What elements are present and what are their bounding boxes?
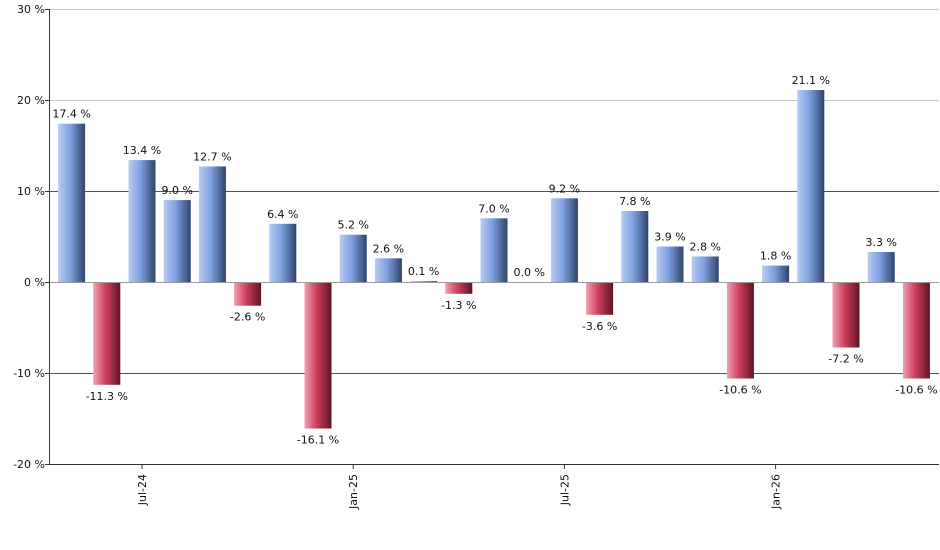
bar bbox=[374, 258, 402, 282]
bars bbox=[58, 90, 930, 429]
data-label: -3.6 % bbox=[582, 320, 617, 333]
data-label: 0.1 % bbox=[408, 265, 439, 278]
data-label: -1.3 % bbox=[441, 299, 476, 312]
bar bbox=[550, 198, 578, 282]
bar bbox=[480, 218, 508, 282]
bar bbox=[234, 282, 262, 306]
x-tick-label: Jul-24 bbox=[136, 474, 149, 506]
bar bbox=[586, 282, 614, 315]
y-tick-label: -10 % bbox=[13, 367, 45, 380]
data-label: 7.0 % bbox=[478, 202, 509, 215]
data-label: 9.2 % bbox=[549, 182, 580, 195]
bar bbox=[691, 256, 719, 282]
axes: 30 % 20 % 10 % 0 % -10 % -20 % Jul-24 Jan-25 Jul… bbox=[13, 3, 939, 510]
reference-lines bbox=[49, 191, 939, 374]
data-label: 7.8 % bbox=[619, 195, 650, 208]
bar bbox=[128, 160, 156, 282]
bar bbox=[726, 282, 754, 379]
data-labels: 17.4 % -11.3 % 13.4 % 9.0 % 12.7 % -2.6 % 6.4 … bbox=[52, 74, 937, 447]
data-label: 17.4 % bbox=[52, 108, 90, 121]
y-tick-label: 10 % bbox=[17, 185, 45, 198]
data-label: -16.1 % bbox=[297, 434, 339, 447]
data-label: 2.6 % bbox=[373, 242, 404, 255]
data-label: -10.6 % bbox=[719, 384, 761, 397]
data-label: 2.8 % bbox=[689, 241, 720, 254]
data-label: -11.3 % bbox=[86, 390, 128, 403]
data-label: 9.0 % bbox=[161, 184, 192, 197]
y-tick-label: 30 % bbox=[17, 3, 45, 16]
bar bbox=[867, 252, 895, 282]
x-tick-label: Jan-25 bbox=[347, 474, 360, 510]
bar bbox=[621, 211, 649, 282]
data-label: 3.9 % bbox=[654, 231, 685, 244]
data-label: -10.6 % bbox=[895, 384, 937, 397]
data-label: 21.1 % bbox=[792, 74, 830, 87]
bar bbox=[269, 223, 297, 282]
bar bbox=[410, 281, 438, 283]
bar bbox=[445, 282, 473, 294]
bar bbox=[304, 282, 332, 429]
bar bbox=[339, 234, 367, 282]
data-label: 0.0 % bbox=[513, 266, 544, 279]
y-tick-label: -20 % bbox=[13, 458, 45, 471]
bar bbox=[93, 282, 121, 385]
data-label: 5.2 % bbox=[337, 219, 368, 232]
y-tick-label: 20 % bbox=[17, 94, 45, 107]
bar bbox=[902, 282, 930, 379]
x-tick-label: Jan-26 bbox=[770, 474, 783, 510]
data-label: 12.7 % bbox=[193, 150, 231, 163]
data-label: 3.3 % bbox=[865, 236, 896, 249]
data-label: 1.8 % bbox=[760, 250, 791, 263]
data-label: 13.4 % bbox=[123, 144, 161, 157]
bar bbox=[656, 246, 684, 282]
x-tick-label: Jul-25 bbox=[558, 474, 571, 506]
bar bbox=[832, 282, 860, 348]
bar bbox=[163, 200, 191, 282]
data-label: -7.2 % bbox=[828, 353, 863, 366]
bar bbox=[198, 166, 226, 282]
bar bbox=[797, 90, 825, 282]
data-label: -2.6 % bbox=[230, 311, 265, 324]
data-label: 6.4 % bbox=[267, 208, 298, 221]
bar bbox=[58, 123, 86, 282]
y-tick-label: 0 % bbox=[24, 276, 45, 289]
bar bbox=[762, 265, 790, 282]
